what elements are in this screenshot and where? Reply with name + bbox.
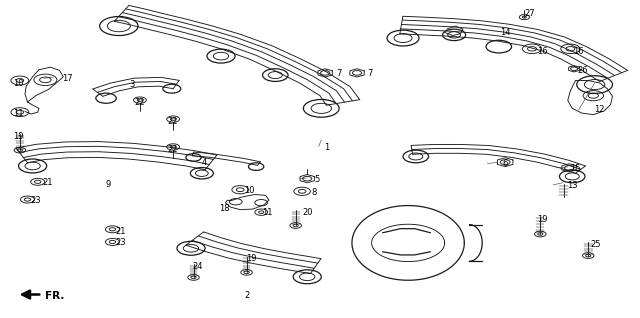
Text: 8: 8: [311, 188, 316, 197]
Text: 23: 23: [31, 196, 41, 205]
Text: 21: 21: [42, 178, 52, 187]
Text: 24: 24: [192, 261, 203, 271]
Text: 19: 19: [537, 215, 547, 224]
Text: 19: 19: [246, 254, 256, 263]
Text: 21: 21: [115, 227, 126, 236]
Text: 1: 1: [324, 143, 329, 152]
Text: 13: 13: [567, 181, 577, 190]
Text: 22: 22: [168, 116, 179, 126]
Text: 10: 10: [244, 186, 255, 195]
Text: 7: 7: [337, 69, 342, 78]
Text: 4: 4: [201, 158, 206, 167]
Text: 2: 2: [244, 291, 249, 300]
Text: 11: 11: [13, 108, 24, 118]
Text: 11: 11: [262, 208, 273, 217]
Text: 16: 16: [537, 47, 548, 56]
Text: 14: 14: [500, 28, 511, 37]
Text: 22: 22: [134, 98, 145, 107]
Text: 9: 9: [106, 180, 111, 189]
Text: FR.: FR.: [45, 291, 65, 301]
Text: 25: 25: [591, 240, 601, 249]
Text: 15: 15: [570, 164, 580, 173]
Text: 20: 20: [302, 208, 312, 217]
Text: 22: 22: [168, 145, 179, 154]
Text: 26: 26: [578, 66, 588, 75]
Text: 6: 6: [502, 159, 508, 168]
Text: 19: 19: [13, 132, 24, 141]
Text: 27: 27: [524, 9, 535, 18]
Text: 3: 3: [129, 80, 134, 89]
Text: 16: 16: [573, 47, 584, 56]
Text: 7: 7: [367, 69, 372, 78]
Text: 23: 23: [115, 238, 126, 247]
Text: 5: 5: [315, 175, 320, 184]
Text: 18: 18: [219, 204, 230, 212]
Text: 17: 17: [63, 74, 73, 83]
Text: 10: 10: [13, 79, 24, 87]
Text: 12: 12: [595, 106, 605, 114]
